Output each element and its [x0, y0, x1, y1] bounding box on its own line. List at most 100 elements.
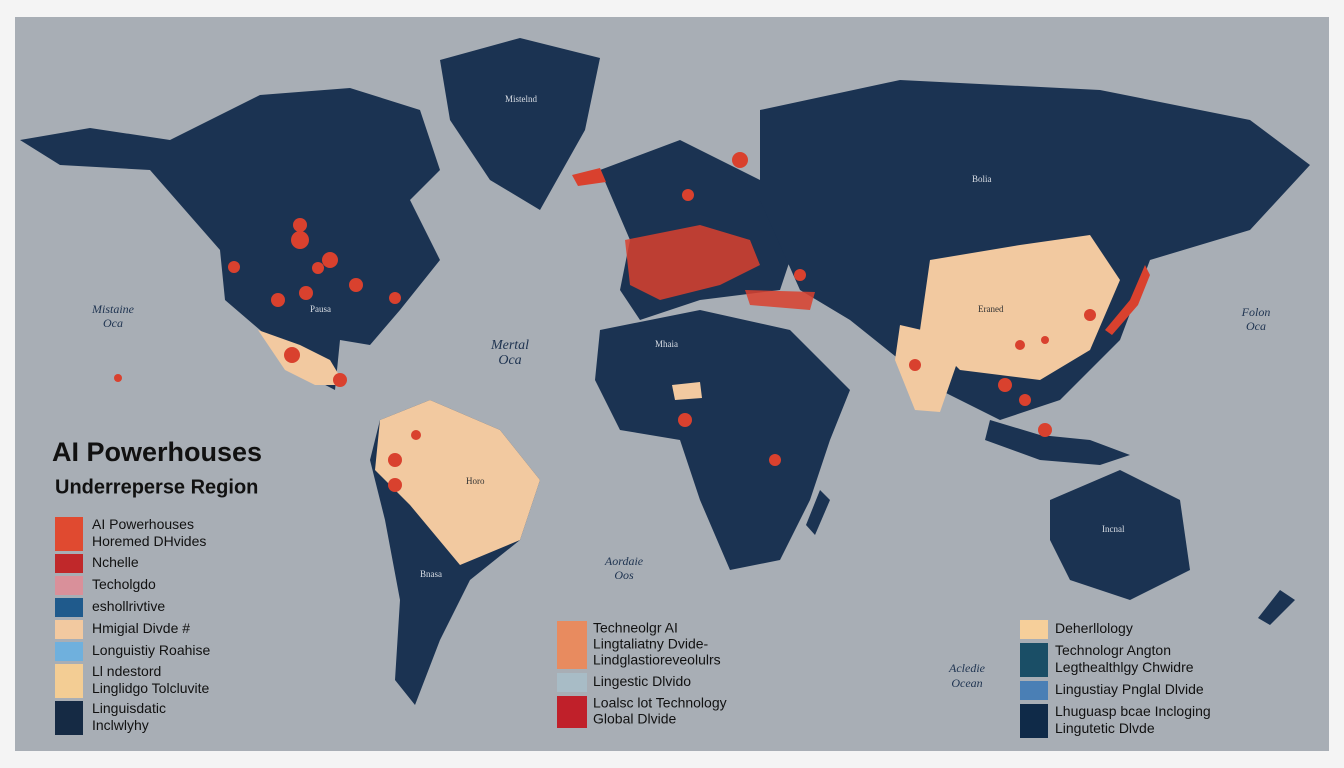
legend-swatch [55, 554, 83, 573]
highlighted-regions [258, 235, 1120, 565]
hotspot [389, 292, 401, 304]
legend-swatch [557, 621, 587, 669]
map-label: Mistelnd [505, 94, 538, 104]
hotspot [769, 454, 781, 466]
legend-label: Longuistiy Roahise [92, 642, 211, 658]
hotspot [293, 218, 307, 232]
brazil-region [375, 400, 540, 565]
hotspot [312, 262, 324, 274]
africa [595, 310, 850, 570]
japan [1105, 265, 1150, 335]
legend-swatch [55, 576, 83, 595]
ai-hotspots [114, 152, 1150, 492]
ocean-label: Oos [614, 568, 634, 582]
legend-label: Lindglastioreveolulrs [593, 652, 721, 668]
hotspot [228, 261, 240, 273]
legend-swatch [55, 701, 83, 735]
australia [1050, 470, 1190, 600]
legend-swatch [557, 696, 587, 728]
map-label: Horo [466, 476, 485, 486]
hotspot [284, 347, 300, 363]
ocean-label: Folon [1241, 305, 1271, 319]
map-label: Bnasa [420, 569, 442, 579]
legend-swatch [1020, 620, 1048, 639]
ocean-label: Mistaine [91, 302, 135, 316]
hotspot [388, 478, 402, 492]
hotspot [271, 293, 285, 307]
legend-swatch [55, 598, 83, 617]
hotspot [1038, 423, 1052, 437]
hotspot [732, 152, 748, 168]
hotspot [682, 189, 694, 201]
ocean-label: Acledie [948, 661, 986, 675]
title: AI Powerhouses [52, 437, 262, 467]
hotspot [411, 430, 421, 440]
map-label: Bolia [972, 174, 992, 184]
legend-label: Techolgdo [92, 576, 156, 592]
legend-swatch [55, 664, 83, 698]
legend-swatch [55, 642, 83, 661]
iceland [572, 168, 606, 186]
madagascar [806, 490, 830, 535]
legend-label: Linglidgo Tolcluvite [92, 680, 209, 696]
ocean-label: Aordaie [604, 554, 644, 568]
hotspot [333, 373, 347, 387]
legend-label: Global Dlvide [593, 711, 676, 727]
legend-label: Loalsc lot Technology [593, 695, 727, 711]
legend-label: Techneolgr AI [593, 620, 678, 636]
hotspot [794, 269, 806, 281]
hotspot [998, 378, 1012, 392]
legend-swatch [1020, 704, 1048, 738]
legend-swatch [557, 673, 587, 692]
hotspot [678, 413, 692, 427]
map-label: Mhaia [655, 339, 678, 349]
legend-label: Legthealthlgy Chwidre [1055, 659, 1194, 675]
hotspot [322, 252, 338, 268]
legend-label: Lingustiay Pnglal Dlvide [1055, 681, 1204, 697]
map-label: Eraned [978, 304, 1004, 314]
hotspot [1019, 394, 1031, 406]
legend-label: Horemed DHvides [92, 533, 206, 549]
ocean-label: Mertal [490, 338, 529, 353]
middle-east-hotspot [745, 290, 815, 310]
legend-label: Technologr Angton [1055, 642, 1171, 658]
india-region [895, 325, 965, 412]
hotspot [299, 286, 313, 300]
ocean-label: Oca [1246, 319, 1266, 333]
ocean-label: Oca [103, 316, 123, 330]
ocean-label: Ocean [951, 676, 982, 690]
hotspot [1015, 340, 1025, 350]
map-label: Incnal [1102, 524, 1125, 534]
legend-label: Inclwlyhy [92, 717, 149, 733]
hotspot [349, 278, 363, 292]
legend-label: Lingutetic Dlvde [1055, 720, 1155, 736]
hotspot [909, 359, 921, 371]
legend-swatch [1020, 643, 1048, 677]
map-label: Pausa [310, 304, 331, 314]
hotspot [291, 231, 309, 249]
mexico-region [258, 330, 345, 385]
north-america [20, 88, 440, 390]
legend-label: Lingtaliatny Dvide- [593, 636, 709, 652]
hotspot [114, 374, 122, 382]
new-zealand [1258, 590, 1295, 625]
africa-region [672, 382, 702, 400]
legend-label: Linguisdatic [92, 700, 166, 716]
legend-label: Nchelle [92, 554, 139, 570]
china-region [920, 235, 1120, 380]
europe-hotspot [625, 225, 760, 300]
ocean-label: Oca [498, 353, 521, 368]
hotspot [1084, 309, 1096, 321]
greenland [440, 38, 600, 210]
legend-label: Ll ndestord [92, 663, 161, 679]
legend-swatch [1020, 681, 1048, 700]
hotspot [1041, 336, 1049, 344]
legend-label: Lhuguasp bcae Incloging [1055, 703, 1211, 719]
legend-swatch [55, 517, 83, 551]
legend-label: Lingestic Dlvido [593, 673, 691, 689]
legend-swatch [55, 620, 83, 639]
legend-label: Hmigial Divde # [92, 620, 190, 636]
indonesia [985, 420, 1130, 465]
